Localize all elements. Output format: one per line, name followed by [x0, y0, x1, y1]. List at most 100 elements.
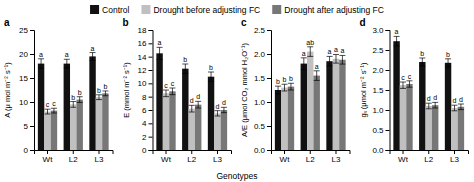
error-bar: [451, 105, 457, 111]
error-bar: [458, 104, 464, 110]
error-line: [182, 64, 188, 65]
y-tick: 0.5: [372, 126, 389, 135]
error-line: [159, 47, 160, 59]
tick-label: 5: [24, 122, 29, 131]
plot-area: [38, 53, 109, 150]
bar: [288, 87, 294, 150]
tick-mark: [335, 150, 336, 154]
tick-mark: [149, 137, 153, 138]
error-bar: [77, 97, 83, 103]
error-bar: [189, 105, 195, 112]
x-tick: Wt: [161, 150, 172, 164]
legend-label: Drought before adjusting FC: [153, 5, 260, 15]
error-line: [303, 58, 304, 70]
annotation: c: [164, 82, 168, 89]
tick-label: Wt: [398, 155, 409, 164]
error-line: [288, 90, 294, 91]
y-tick: 3.0: [372, 26, 389, 35]
error-line: [64, 67, 70, 68]
y-tick: 2.0: [372, 66, 389, 75]
error-line: [38, 58, 44, 59]
annotations: abbcddcdd: [395, 28, 463, 104]
tick-mark: [98, 150, 99, 154]
error-line: [53, 108, 54, 113]
error-line: [327, 56, 333, 57]
error-line: [275, 86, 281, 87]
legend-item: Control: [90, 5, 130, 15]
panel: 0.00.51.01.52.02.5WtL2L3baabababaacA/E (…: [240, 17, 350, 164]
error-bar: [400, 82, 406, 88]
error-line: [214, 110, 220, 111]
annotation: b: [183, 56, 187, 63]
error-line: [223, 107, 224, 112]
x-tick: L2: [306, 150, 315, 164]
error-line: [221, 112, 227, 113]
annotation: b: [446, 51, 450, 58]
error-line: [214, 116, 220, 117]
error-bar: [394, 36, 400, 46]
error-line: [406, 80, 412, 81]
bar: [451, 108, 457, 150]
annotation: a: [328, 48, 332, 55]
bar: [419, 62, 425, 150]
error-line: [448, 59, 449, 67]
error-line: [157, 47, 163, 48]
tick-mark: [386, 150, 390, 151]
y-tick: 0.5: [254, 122, 271, 131]
tick-mark: [149, 30, 153, 31]
error-line: [163, 90, 169, 91]
annotation: c: [171, 80, 175, 87]
error-line: [335, 54, 336, 63]
tick-label: 18: [138, 26, 147, 35]
annotation: d: [196, 93, 200, 100]
tick-mark: [267, 102, 271, 103]
error-bar: [208, 72, 214, 81]
bar: [156, 53, 162, 150]
error-line: [102, 90, 108, 91]
tick-label: 14: [138, 53, 147, 62]
error-line: [96, 99, 102, 100]
error-line: [185, 64, 186, 73]
error-line: [79, 97, 80, 103]
error-line: [45, 114, 51, 115]
bar: [458, 107, 464, 150]
bar: [76, 100, 82, 150]
y-tick: 0.0: [372, 146, 389, 155]
tick-label: 16: [138, 39, 147, 48]
error-line: [419, 66, 425, 67]
error-line: [290, 83, 291, 90]
bar: [163, 93, 169, 150]
error-line: [41, 59, 42, 69]
error-line: [51, 113, 57, 114]
tick-mark: [166, 150, 167, 154]
y-tick: 10: [138, 79, 153, 88]
y-axis-title: gₛ (μmol m⁻² s⁻¹): [359, 62, 368, 117]
y-tick: 0: [142, 146, 152, 155]
tick-mark: [149, 83, 153, 84]
tick-mark: [149, 110, 153, 111]
error-line: [406, 87, 412, 88]
annotation: a: [65, 51, 69, 58]
y-tick: 1.0: [254, 98, 271, 107]
tick-label: L2: [306, 155, 315, 164]
annotation: d: [459, 96, 463, 103]
error-line: [342, 55, 343, 64]
y-tick: 6: [142, 106, 152, 115]
error-line: [105, 91, 106, 96]
error-bar: [221, 107, 227, 112]
error-bar: [288, 83, 294, 90]
tick-mark: [386, 50, 390, 51]
annotation: d: [453, 97, 457, 104]
error-line: [208, 72, 214, 73]
tick-label: L3: [213, 155, 222, 164]
tick-mark: [30, 126, 34, 127]
tick-mark: [149, 57, 153, 58]
error-line: [90, 60, 96, 61]
bar: [281, 88, 287, 150]
annotation: b: [103, 83, 107, 90]
error-line: [96, 94, 102, 95]
plot-area: [393, 36, 464, 150]
tick-mark: [30, 78, 34, 79]
error-line: [169, 94, 175, 95]
error-line: [278, 86, 279, 94]
